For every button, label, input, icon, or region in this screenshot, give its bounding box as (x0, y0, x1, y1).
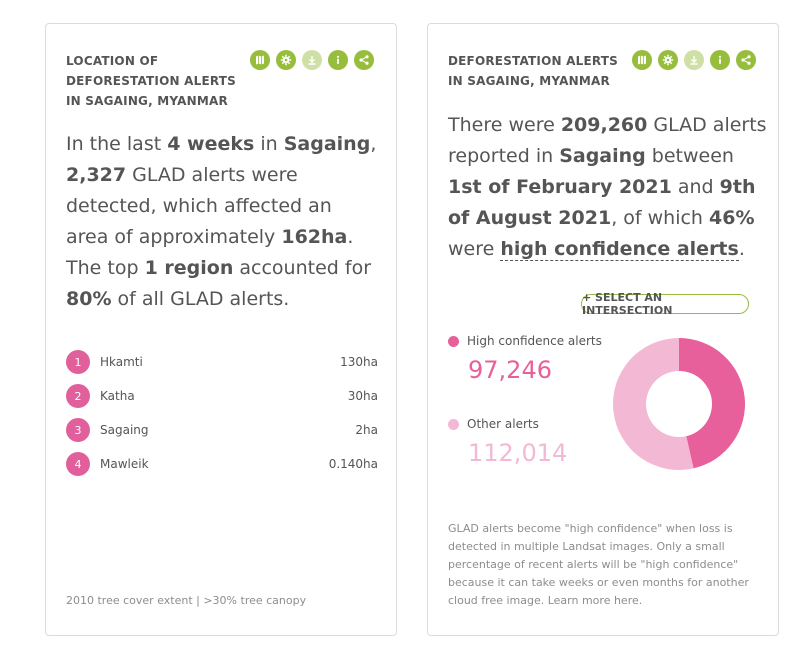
rank-badge: 1 (66, 350, 90, 374)
select-intersection-button[interactable]: + SELECT AN INTERSECTION (581, 291, 749, 317)
download-icon (302, 50, 322, 70)
region-name: Sagaing (100, 423, 149, 437)
map-icon[interactable] (632, 50, 652, 70)
region-name: Hkamti (100, 355, 143, 369)
region-name: Katha (100, 389, 135, 403)
widget-description: GLAD alerts become "high confidence" whe… (448, 522, 749, 607)
region-value: 30ha (347, 389, 378, 403)
legend-label: High confidence alerts (467, 334, 602, 348)
rank-badge: 4 (66, 452, 90, 476)
alerts-donut-chart (613, 338, 745, 470)
confidence-tooltip-link[interactable]: high confidence alerts (500, 238, 739, 261)
widget-toolbar (632, 50, 756, 70)
info-icon[interactable] (328, 50, 348, 70)
legend-dot (448, 418, 459, 430)
legend-dot (448, 335, 459, 347)
region-value: 0.140ha (328, 457, 378, 471)
deforestation-alerts-widget: DEFORESTATION ALERTS IN SAGAING, MYANMAR… (427, 23, 779, 636)
settings-icon[interactable] (276, 50, 296, 70)
region-name: Mawleik (100, 457, 149, 471)
location-alerts-widget: LOCATION OF DEFORESTATION ALERTS IN SAGA… (45, 23, 397, 636)
legend-value: 97,246 (468, 356, 552, 384)
widget-title: LOCATION OF DEFORESTATION ALERTS IN SAGA… (66, 54, 236, 108)
region-value: 2ha (355, 423, 378, 437)
list-item[interactable]: 2 Katha 30ha (66, 379, 378, 413)
donut-slice-high-confidence[interactable] (679, 338, 745, 469)
list-item[interactable]: 1 Hkamti 130ha (66, 345, 378, 379)
widget-sentence: There were 209,260 GLAD alerts reported … (448, 114, 767, 261)
legend-label: Other alerts (467, 417, 539, 431)
widget-sentence: In the last 4 weeks in Sagaing, 2,327 GL… (66, 133, 377, 310)
widget-toolbar (250, 50, 374, 70)
widget-title: DEFORESTATION ALERTS IN SAGAING, MYANMAR (448, 54, 618, 88)
share-icon[interactable] (736, 50, 756, 70)
legend-value: 112,014 (468, 439, 568, 467)
donut-slice-other[interactable] (613, 338, 694, 470)
settings-icon[interactable] (658, 50, 678, 70)
map-icon[interactable] (250, 50, 270, 70)
download-icon (684, 50, 704, 70)
legend-high-confidence: High confidence alerts 97,246 (448, 334, 602, 384)
list-item[interactable]: 3 Sagaing 2ha (66, 413, 378, 447)
region-ranking-list: 1 Hkamti 130ha 2 Katha 30ha 3 Sagaing 2ha 4 Maw… (66, 345, 378, 481)
info-icon[interactable] (710, 50, 730, 70)
legend-other-alerts: Other alerts 112,014 (448, 417, 567, 467)
widget-footer: 2010 tree cover extent | >30% tree canop… (66, 594, 307, 607)
list-item[interactable]: 4 Mawleik 0.140ha (66, 447, 378, 481)
rank-badge: 3 (66, 418, 90, 442)
region-value: 130ha (340, 355, 378, 369)
rank-badge: 2 (66, 384, 90, 408)
share-icon[interactable] (354, 50, 374, 70)
